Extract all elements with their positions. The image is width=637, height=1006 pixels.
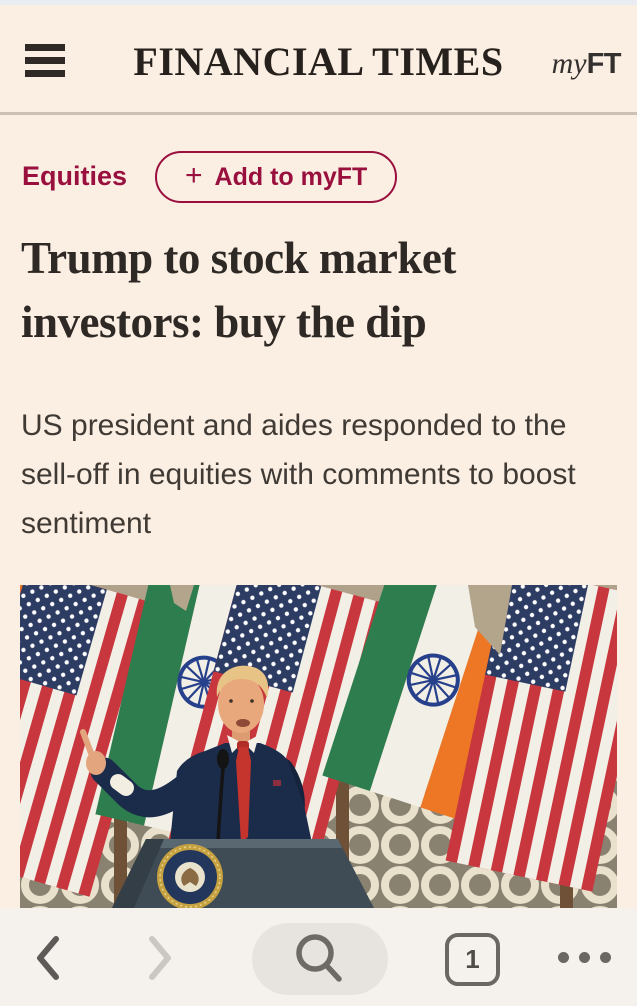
back-icon[interactable] [32,933,62,983]
overflow-menu-icon[interactable] [558,952,611,963]
microphone-icon [217,749,229,769]
header-divider [0,112,637,115]
article-standfirst: US president and aides responded to the … [21,409,576,540]
add-to-myft-label: Add to myFT [214,162,368,191]
browser-toolbar: 1 [0,908,637,1006]
plus-icon: + [185,158,203,192]
myft-link[interactable]: myFT [551,47,622,81]
status-strip [0,0,637,5]
article-photo-illustration [20,585,617,908]
podium [112,839,374,908]
forward-icon[interactable] [146,933,176,983]
ft-masthead-logo[interactable]: FINANCIAL TIMES [133,39,504,84]
tab-count: 1 [465,944,480,974]
site-header: FINANCIAL TIMES myFT [0,5,637,113]
trump-figure [80,665,312,853]
myft-ft-text: FT [586,48,622,80]
article-headline: Trump to stock market investors: buy the… [21,233,456,347]
tab-counter-button[interactable]: 1 [445,933,500,986]
article-photo [20,585,617,908]
presidential-seal-icon [157,844,223,908]
search-icon [296,934,342,982]
add-to-myft-button[interactable]: + Add to myFT [155,151,398,203]
myft-my-text: my [551,47,587,80]
search-button[interactable] [252,923,388,995]
menu-hamburger-icon[interactable] [25,44,65,78]
topic-tag-equities[interactable]: Equities [22,161,128,191]
